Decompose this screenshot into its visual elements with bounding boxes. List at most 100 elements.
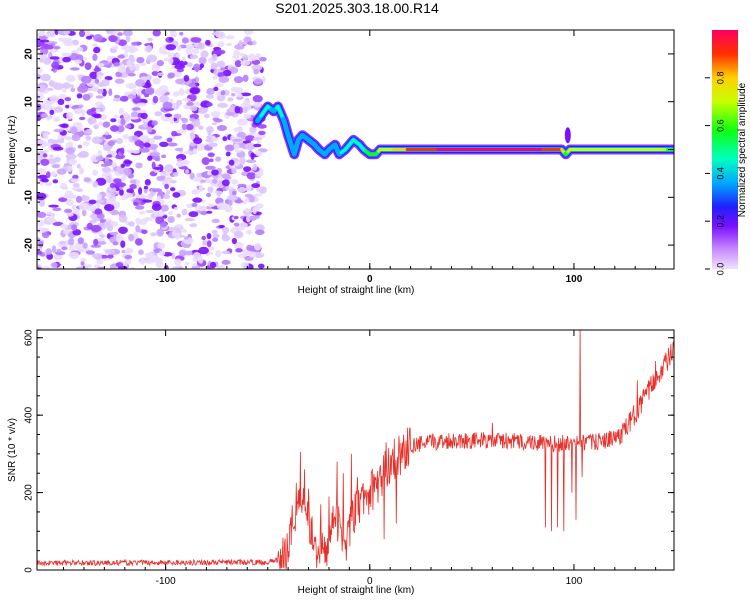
noise-blob	[176, 68, 184, 73]
noise-blob	[118, 107, 125, 115]
noise-blob	[252, 206, 257, 215]
noise-blob	[211, 122, 217, 126]
noise-blob	[191, 119, 201, 128]
noise-blob	[102, 121, 111, 128]
noise-blob	[71, 204, 76, 210]
noise-blob	[255, 150, 262, 157]
noise-blob	[108, 88, 113, 96]
noise-blob	[40, 158, 50, 166]
noise-blob	[245, 184, 252, 192]
snr-y-tick-label: 600	[24, 329, 35, 346]
noise-blob	[237, 186, 247, 193]
noise-blob	[65, 165, 73, 172]
colorbar-tick-label: 0.2	[715, 215, 725, 228]
noise-blob	[125, 124, 132, 129]
noise-blob	[49, 109, 55, 116]
noise-blob	[253, 193, 262, 197]
noise-blob	[83, 264, 93, 268]
noise-blob	[113, 178, 122, 184]
noise-blob	[127, 73, 136, 77]
noise-blob	[211, 32, 220, 36]
noise-blob	[225, 35, 235, 40]
noise-blob	[125, 82, 137, 89]
noise-blob	[224, 144, 235, 152]
noise-blob	[115, 71, 123, 78]
noise-blob	[192, 252, 201, 260]
noise-blob	[73, 108, 84, 115]
noise-blob	[237, 253, 248, 258]
noise-blob	[96, 241, 107, 245]
noise-blob	[45, 248, 52, 256]
snr-panel: -100 0 100 0 200 400 600 Height of straight li…	[7, 329, 675, 596]
noise-blob	[93, 46, 101, 54]
noise-blob	[93, 113, 102, 119]
noise-blob	[211, 229, 218, 234]
noise-blob	[51, 164, 61, 169]
noise-blob	[104, 161, 113, 167]
noise-blob	[81, 109, 86, 117]
noise-blob	[62, 56, 71, 63]
noise-blob	[152, 30, 161, 37]
noise-blob	[207, 130, 212, 136]
noise-blob	[242, 106, 248, 114]
noise-blob	[107, 141, 115, 146]
noise-blob	[162, 179, 171, 187]
noise-blob	[259, 56, 267, 62]
noise-blob	[57, 98, 65, 106]
noise-blob	[136, 102, 147, 107]
noise-blob	[129, 183, 137, 190]
noise-blob	[156, 228, 164, 237]
noise-blob	[79, 116, 86, 121]
noise-blob	[104, 249, 116, 255]
noise-blob	[167, 216, 175, 223]
noise-blob	[65, 153, 77, 160]
noise-blob	[142, 121, 149, 128]
noise-blob	[198, 107, 207, 114]
noise-blob	[77, 237, 85, 245]
noise-blob	[60, 223, 68, 229]
noise-blob	[252, 40, 257, 46]
noise-blob	[42, 105, 53, 111]
noise-blob	[215, 250, 222, 258]
noise-blob	[138, 249, 144, 255]
noise-blob	[138, 219, 148, 225]
noise-blob	[118, 54, 125, 59]
noise-blob	[189, 223, 198, 228]
noise-blob	[151, 161, 156, 170]
heatmap-x-tick-label: -100	[156, 274, 176, 285]
noise-blob	[81, 209, 87, 217]
noise-blob	[93, 34, 103, 42]
noise-blob	[68, 244, 75, 252]
noise-blob	[152, 188, 163, 193]
noise-blob	[212, 178, 218, 184]
noise-blob	[111, 197, 116, 205]
noise-blob	[117, 32, 123, 37]
noise-blob	[163, 194, 171, 200]
noise-blob	[184, 169, 190, 175]
noise-blob	[99, 218, 107, 223]
noise-blob	[84, 62, 92, 70]
snr-y-tick-label: 200	[24, 484, 35, 501]
noise-blob	[92, 180, 99, 188]
noise-blob	[234, 149, 242, 153]
noise-blob	[140, 112, 148, 120]
noise-blob	[101, 166, 112, 173]
noise-blob	[131, 135, 139, 142]
noise-blob	[181, 37, 189, 44]
noise-blob	[45, 217, 57, 224]
noise-blob	[195, 66, 199, 73]
noise-blob	[233, 215, 239, 220]
noise-blob	[48, 34, 56, 38]
noise-blob	[176, 45, 182, 51]
noise-blob	[46, 41, 58, 45]
noise-blob	[45, 32, 51, 38]
noise-blob	[57, 134, 62, 140]
noise-blob	[151, 71, 159, 76]
noise-blob	[38, 241, 44, 248]
snr-axes: -100 0 100 0 200 400 600	[24, 329, 674, 587]
noise-blob	[87, 117, 97, 124]
noise-blob	[154, 157, 161, 162]
noise-blob	[230, 179, 239, 185]
noise-blob	[144, 259, 154, 264]
